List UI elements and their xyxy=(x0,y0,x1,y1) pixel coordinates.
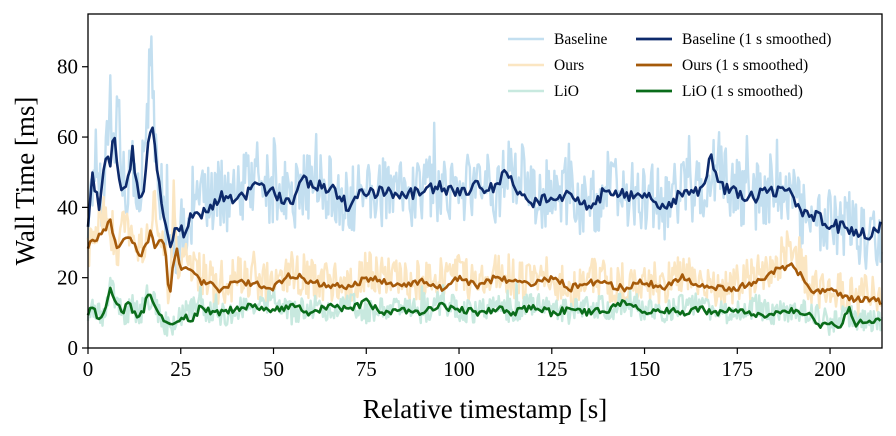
series-line-lio-1-s-smoothed xyxy=(86,286,882,329)
legend-label-baseline-1-s-smoothed: Baseline (1 s smoothed) xyxy=(682,31,831,48)
y-tick-label: 40 xyxy=(57,195,78,219)
x-axis-label: Relative timestamp [s] xyxy=(363,394,607,424)
series-line-baseline-1-s-smoothed xyxy=(86,126,882,249)
series-line-ours-1-s-smoothed xyxy=(86,218,882,306)
y-axis: 0 20 40 60 80 xyxy=(57,55,88,360)
legend: Baseline Ours LiO Baseline (1 s smoothed) Ou… xyxy=(508,31,831,100)
y-tick-label: 0 xyxy=(68,336,79,360)
x-axis: 0 25 50 75 100 125 150 175 200 xyxy=(83,348,846,381)
x-tick-label: 25 xyxy=(170,357,191,381)
x-tick-label: 150 xyxy=(629,357,661,381)
legend-label-ours-1-s-smoothed: Ours (1 s smoothed) xyxy=(682,57,808,74)
x-tick-label: 50 xyxy=(263,357,284,381)
x-tick-label: 75 xyxy=(356,357,377,381)
legend-label-baseline: Baseline xyxy=(554,31,607,48)
series-line-ours xyxy=(86,179,883,320)
x-tick-label: 200 xyxy=(814,357,846,381)
smoothed-series-layer xyxy=(86,126,882,329)
y-axis-label: Wall Time [ms] xyxy=(10,97,40,266)
plot-frame xyxy=(87,13,883,349)
x-tick-label: 100 xyxy=(443,357,475,381)
x-tick-label: 0 xyxy=(83,357,94,381)
legend-label-lio-1-s-smoothed: LiO (1 s smoothed) xyxy=(682,83,803,100)
y-tick-label: 80 xyxy=(57,55,78,79)
legend-label-lio: LiO xyxy=(554,83,579,100)
series-line-lio xyxy=(86,276,883,337)
y-tick-label: 60 xyxy=(57,125,78,149)
x-tick-label: 125 xyxy=(536,357,568,381)
y-tick-label: 20 xyxy=(57,266,78,290)
x-tick-label: 175 xyxy=(722,357,754,381)
raw-series-layer xyxy=(86,35,883,337)
legend-label-ours: Ours xyxy=(554,57,584,74)
